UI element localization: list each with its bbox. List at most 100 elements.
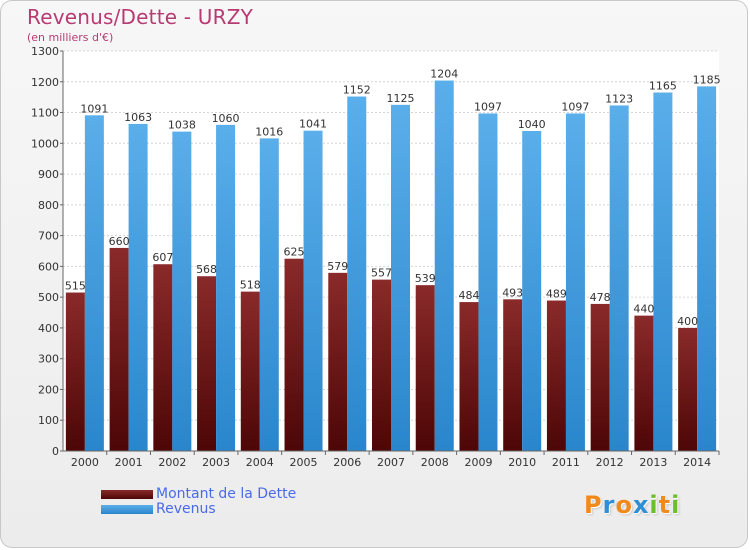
bar-debt <box>153 264 173 451</box>
data-label-debt: 518 <box>240 279 261 292</box>
data-label-debt: 539 <box>415 272 436 285</box>
proxiti-logo: Proxiti <box>584 491 680 519</box>
y-tick-label: 900 <box>38 168 59 181</box>
logo-letter: i <box>671 491 681 519</box>
bar-debt <box>197 276 217 451</box>
data-label-revenue: 1063 <box>124 111 152 124</box>
data-label-revenue: 1040 <box>518 118 546 131</box>
data-label-debt: 440 <box>633 303 654 316</box>
bar-debt <box>415 285 435 451</box>
bar-revenue <box>565 113 585 451</box>
x-tick-label: 2003 <box>202 456 230 469</box>
bar-debt <box>65 292 85 451</box>
data-label-revenue: 1060 <box>212 112 240 125</box>
bar-debt <box>503 299 523 451</box>
bar-debt <box>678 327 698 451</box>
data-label-debt: 489 <box>546 288 567 301</box>
data-label-revenue: 1125 <box>387 92 415 105</box>
legend-label-debt: Montant de la Dette <box>156 486 297 502</box>
y-tick-label: 1200 <box>31 76 59 89</box>
legend-label-revenue: Revenus <box>156 501 216 517</box>
data-label-revenue: 1185 <box>693 73 721 86</box>
bar-debt <box>546 300 566 451</box>
y-tick-label: 0 <box>52 445 59 458</box>
data-label-revenue: 1041 <box>299 118 327 131</box>
x-tick-label: 2004 <box>246 456 274 469</box>
bar-revenue <box>172 131 192 451</box>
data-label-revenue: 1152 <box>343 84 371 97</box>
bar-debt <box>109 247 129 451</box>
logo-letter: x <box>632 491 650 519</box>
y-tick-label: 500 <box>38 291 59 304</box>
chart-subtitle: (en milliers d'€) <box>27 31 114 44</box>
bar-revenue <box>434 80 454 452</box>
logo-letter: i <box>649 491 659 519</box>
data-label-revenue: 1165 <box>649 80 677 93</box>
x-tick-label: 2001 <box>115 456 143 469</box>
data-label-debt: 568 <box>196 263 217 276</box>
chart-title: Revenus/Dette - URZY <box>27 5 254 29</box>
x-tick-label: 2012 <box>596 456 624 469</box>
x-tick-label: 2010 <box>508 456 536 469</box>
data-label-debt: 484 <box>458 289 479 302</box>
x-tick-label: 2013 <box>639 456 667 469</box>
data-label-revenue: 1123 <box>605 92 633 105</box>
y-tick-label: 700 <box>38 230 59 243</box>
bar-debt <box>328 272 348 451</box>
data-label-debt: 625 <box>284 246 305 259</box>
data-label-revenue: 1097 <box>474 100 502 113</box>
y-tick-label: 1000 <box>31 137 59 150</box>
data-label-debt: 660 <box>109 235 130 248</box>
x-tick-label: 2007 <box>377 456 405 469</box>
y-tick-label: 800 <box>38 199 59 212</box>
bar-revenue <box>128 123 148 451</box>
bar-debt <box>590 303 610 451</box>
data-label-debt: 557 <box>371 267 392 280</box>
x-tick-label: 2011 <box>552 456 580 469</box>
x-tick-label: 2005 <box>290 456 318 469</box>
x-tick-label: 2009 <box>464 456 492 469</box>
bar-debt <box>372 279 391 451</box>
bar-debt <box>284 258 304 451</box>
legend-swatch-revenue <box>101 505 153 514</box>
data-label-revenue: 1038 <box>168 119 196 132</box>
y-tick-label: 600 <box>38 260 59 273</box>
legend-swatch-debt <box>101 490 153 499</box>
data-label-revenue: 1097 <box>561 100 589 113</box>
data-label-revenue: 1016 <box>255 125 283 138</box>
x-tick-label: 2000 <box>71 456 99 469</box>
bar-revenue <box>216 124 236 451</box>
bar-revenue <box>478 113 498 451</box>
bar-debt <box>240 291 260 451</box>
bar-revenue <box>259 138 279 451</box>
x-tick-label: 2002 <box>158 456 186 469</box>
logo-letter: t <box>658 491 672 519</box>
x-tick-label: 2006 <box>333 456 361 469</box>
x-tick-label: 2008 <box>421 456 449 469</box>
y-tick-label: 100 <box>38 414 59 427</box>
bar-debt <box>634 315 654 451</box>
bar-debt <box>459 302 479 451</box>
data-label-debt: 478 <box>590 291 611 304</box>
y-tick-label: 400 <box>38 322 59 335</box>
bar-revenue <box>609 105 629 451</box>
data-label-revenue: 1204 <box>430 68 458 81</box>
y-tick-label: 300 <box>38 353 59 366</box>
logo-letter: P <box>584 491 603 519</box>
y-tick-label: 1300 <box>31 45 59 58</box>
bar-revenue <box>522 131 542 451</box>
bar-revenue <box>303 130 323 451</box>
data-label-debt: 493 <box>502 286 523 299</box>
data-label-debt: 515 <box>65 280 86 293</box>
bar-revenue <box>653 92 673 452</box>
bar-revenue <box>347 96 367 452</box>
bar-revenue <box>697 86 717 451</box>
data-label-debt: 579 <box>327 260 348 273</box>
logo-letter: r <box>602 491 616 519</box>
data-label-revenue: 1091 <box>80 102 108 115</box>
bar-revenue <box>391 104 410 451</box>
logo-letter: o <box>615 491 633 519</box>
y-tick-label: 1100 <box>31 107 59 120</box>
